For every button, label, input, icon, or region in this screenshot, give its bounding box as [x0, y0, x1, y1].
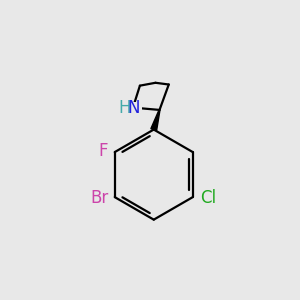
- Text: N: N: [128, 99, 140, 117]
- Text: H: H: [118, 99, 131, 117]
- Bar: [98, 146, 108, 156]
- Bar: [201, 193, 216, 203]
- Text: Cl: Cl: [200, 189, 217, 207]
- Text: Br: Br: [91, 189, 109, 207]
- Bar: [117, 102, 142, 113]
- Bar: [91, 193, 109, 203]
- Text: F: F: [98, 142, 107, 160]
- Polygon shape: [151, 110, 160, 130]
